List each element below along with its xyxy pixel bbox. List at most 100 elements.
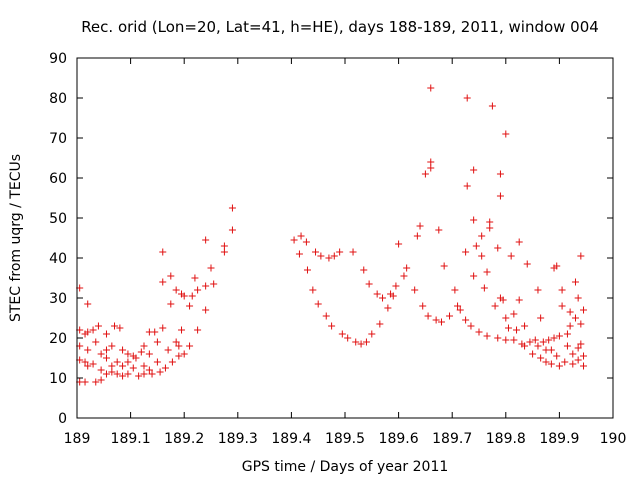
data-point xyxy=(580,352,588,360)
data-point xyxy=(580,362,588,370)
y-tick-label: 80 xyxy=(49,91,67,107)
data-point xyxy=(92,378,100,386)
y-tick-label: 20 xyxy=(49,331,67,347)
data-point xyxy=(529,350,537,358)
data-point xyxy=(148,370,156,378)
x-tick-label: 189.6 xyxy=(379,431,419,447)
data-point xyxy=(119,346,127,354)
x-tick-label: 189.2 xyxy=(164,431,204,447)
data-point xyxy=(137,348,145,356)
data-point xyxy=(470,216,478,224)
data-point xyxy=(558,302,566,310)
data-point xyxy=(502,130,510,138)
data-point xyxy=(480,284,488,292)
data-point xyxy=(113,370,121,378)
data-point xyxy=(400,272,408,280)
data-point xyxy=(140,370,148,378)
data-point xyxy=(290,236,298,244)
data-point xyxy=(202,236,210,244)
data-point xyxy=(338,330,346,338)
data-point xyxy=(153,338,161,346)
data-point xyxy=(446,312,454,320)
data-point xyxy=(124,358,132,366)
y-tick-label: 90 xyxy=(49,51,67,67)
data-point xyxy=(416,222,424,230)
data-point xyxy=(228,204,236,212)
data-point xyxy=(566,322,574,330)
data-point xyxy=(521,322,529,330)
data-point xyxy=(140,362,148,370)
data-point xyxy=(175,342,183,350)
data-point xyxy=(566,308,574,316)
data-point xyxy=(376,320,384,328)
data-point xyxy=(496,170,504,178)
data-point xyxy=(180,292,188,300)
data-point xyxy=(534,286,542,294)
data-point xyxy=(102,354,110,362)
data-point xyxy=(336,248,344,256)
data-point xyxy=(328,322,336,330)
data-point xyxy=(463,182,471,190)
y-tick-label: 70 xyxy=(49,131,67,147)
data-point xyxy=(228,226,236,234)
data-point xyxy=(577,252,585,260)
x-axis-label: GPS time / Days of year 2011 xyxy=(242,459,449,475)
data-point xyxy=(462,316,470,324)
data-point xyxy=(116,324,124,332)
data-point xyxy=(135,372,143,380)
data-point xyxy=(194,326,202,334)
data-point xyxy=(456,306,464,314)
data-point xyxy=(94,322,102,330)
data-point xyxy=(553,352,561,360)
x-tick-label: 189.5 xyxy=(325,431,365,447)
x-tick-label: 190 xyxy=(600,431,627,447)
data-point xyxy=(563,342,571,350)
chart-title: Rec. orid (Lon=20, Lat=41, h=HE), days 1… xyxy=(81,18,599,36)
y-tick-label: 50 xyxy=(49,211,67,227)
y-tick-label: 0 xyxy=(58,411,67,427)
data-point xyxy=(550,334,558,342)
data-point xyxy=(539,338,547,346)
data-point xyxy=(531,336,539,344)
data-point xyxy=(413,232,421,240)
data-point xyxy=(140,342,148,350)
data-point xyxy=(119,362,127,370)
x-tick-label: 189.8 xyxy=(486,431,526,447)
data-point xyxy=(571,278,579,286)
data-point xyxy=(108,362,116,370)
data-point xyxy=(499,296,507,304)
data-point xyxy=(207,264,215,272)
data-point xyxy=(555,362,563,370)
data-point xyxy=(191,274,199,282)
data-point xyxy=(113,358,121,366)
data-point xyxy=(309,286,317,294)
data-point xyxy=(89,326,97,334)
data-point xyxy=(360,266,368,274)
data-point xyxy=(202,282,210,290)
data-point xyxy=(571,314,579,322)
data-point xyxy=(145,350,153,358)
data-point xyxy=(167,272,175,280)
data-point xyxy=(124,370,132,378)
data-point xyxy=(494,334,502,342)
data-point xyxy=(317,252,325,260)
data-point xyxy=(210,280,218,288)
data-point xyxy=(84,328,92,336)
data-point xyxy=(470,166,478,174)
data-point xyxy=(111,322,119,330)
data-point xyxy=(507,252,515,260)
data-point xyxy=(467,322,475,330)
data-point xyxy=(297,232,305,240)
data-point xyxy=(81,358,89,366)
data-point xyxy=(537,354,545,362)
data-point xyxy=(547,346,555,354)
data-point xyxy=(523,260,531,268)
data-point xyxy=(470,272,478,280)
data-point xyxy=(97,350,105,358)
data-point xyxy=(432,316,440,324)
data-point xyxy=(102,330,110,338)
data-point xyxy=(392,282,400,290)
data-point xyxy=(178,326,186,334)
data-point xyxy=(188,292,196,300)
data-point xyxy=(344,334,352,342)
